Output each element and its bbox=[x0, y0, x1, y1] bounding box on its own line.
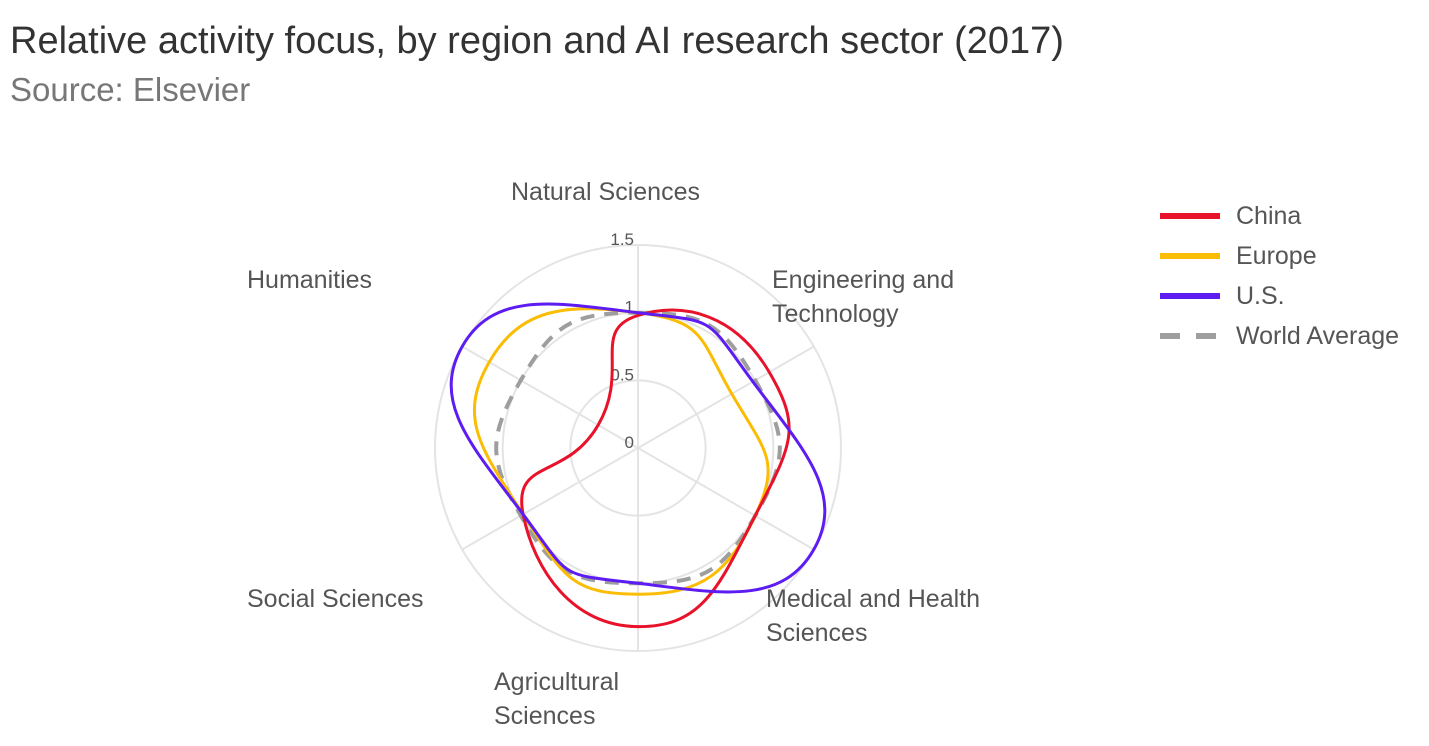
grid-spoke-2 bbox=[637, 447, 815, 551]
radial-ticks: 0 0.5 1 1.5 bbox=[610, 230, 634, 452]
chart-subtitle: Source: Elsevier bbox=[10, 71, 251, 108]
legend-swatch-us bbox=[1160, 293, 1220, 299]
legend-label-europe: Europe bbox=[1236, 241, 1317, 270]
category-label-social-sciences: Social Sciences bbox=[247, 585, 424, 613]
radial-tick-label-0: 0 bbox=[625, 433, 634, 452]
chart-legend: China Europe U.S. World Average bbox=[1160, 196, 1399, 356]
category-label-agricultural-sciences: Agricultural Sciences bbox=[494, 668, 620, 730]
legend-item-china[interactable]: China bbox=[1160, 196, 1399, 236]
grid-spoke-5 bbox=[461, 345, 639, 449]
grid-spoke-1 bbox=[637, 345, 815, 449]
legend-label-us: U.S. bbox=[1236, 281, 1285, 310]
legend-swatch-europe bbox=[1160, 253, 1220, 259]
legend-item-world-average[interactable]: World Average bbox=[1160, 316, 1399, 356]
legend-swatch-world-average bbox=[1160, 333, 1220, 339]
category-label-humanities: Humanities bbox=[247, 266, 373, 294]
chart-title: Relative activity focus, by region and A… bbox=[10, 20, 1064, 62]
legend-label-world-average: World Average bbox=[1236, 321, 1400, 350]
grid-spoke-4 bbox=[461, 447, 639, 551]
category-label-natural-sciences: Natural Sciences bbox=[511, 178, 700, 206]
series-line-china bbox=[520, 308, 791, 629]
radial-tick-label-3: 1.5 bbox=[610, 230, 634, 249]
radar-series bbox=[449, 302, 827, 629]
radial-tick-label-2: 1 bbox=[625, 298, 634, 317]
category-label-engineering-technology: Engineering and Technology bbox=[772, 266, 955, 328]
legend-swatch-china bbox=[1160, 213, 1220, 219]
legend-item-us[interactable]: U.S. bbox=[1160, 276, 1399, 316]
radial-tick-label-1: 0.5 bbox=[610, 365, 634, 384]
legend-label-china: China bbox=[1236, 201, 1302, 230]
category-label-medical-health-sciences: Medical and Health Sciences bbox=[766, 585, 981, 647]
legend-item-europe[interactable]: Europe bbox=[1160, 236, 1399, 276]
